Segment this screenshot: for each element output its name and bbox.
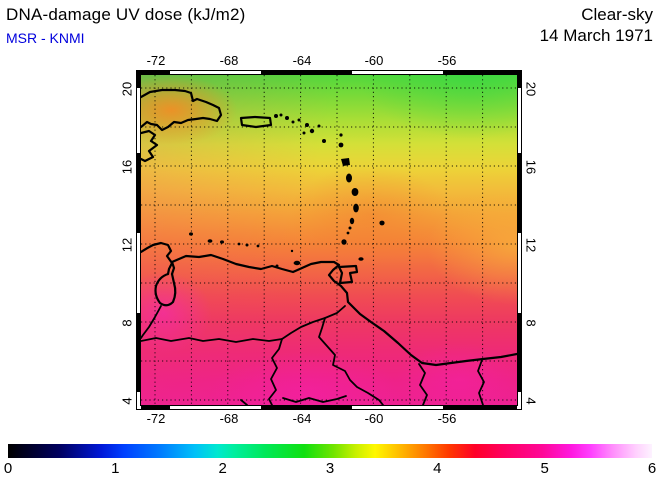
lat-label-left: 12	[119, 237, 135, 253]
colorbar: 0 1 2 3 4 5 6	[4, 444, 656, 477]
colorbar-tick-label: 1	[111, 460, 120, 477]
colorbar-tick-label: 6	[647, 460, 657, 477]
lake-maracaibo	[154, 272, 177, 307]
lon-label-top: -68	[219, 53, 239, 68]
lat-label-left: 8	[119, 319, 135, 327]
frame-bar-left	[137, 71, 141, 409]
lon-label-bottom: -72	[146, 411, 166, 426]
trinidad-coast	[337, 264, 359, 285]
orinoco-river	[281, 305, 346, 340]
haiti-edge-coast	[141, 129, 159, 163]
lat-label-left: 16	[119, 159, 135, 175]
lat-label-right: 8	[523, 319, 539, 327]
colorbar-tick-label: 4	[433, 460, 442, 477]
colorbar-tick-label: 3	[325, 460, 335, 477]
page-title: DNA-damage UV dose (kJ/m2)	[6, 5, 246, 24]
coastline-and-grid-layer	[141, 75, 517, 405]
guyana-suriname-border	[418, 363, 428, 405]
guyana-border	[318, 317, 384, 405]
lon-label-top: -56	[437, 53, 457, 68]
borders-rivers	[141, 305, 485, 405]
uv-dose-field	[140, 74, 518, 406]
colorbar-tick-label: 2	[218, 460, 227, 477]
date-label: 14 March 1971	[539, 26, 653, 45]
small-islands	[189, 113, 385, 268]
venezuela-south-border	[268, 338, 283, 405]
map-frame: -72 -72 -68 -68 -64 -64 -60 -60 -56 -56 20 20 16 16 12…	[120, 53, 539, 426]
colorbar-tick-label: 0	[3, 460, 13, 477]
lat-label-right: 4	[523, 397, 539, 405]
lon-label-top: -72	[146, 53, 166, 68]
lon-label-bottom: -68	[219, 411, 239, 426]
colorbar-tick-label: 5	[540, 460, 549, 477]
lat-label-left: 20	[119, 81, 135, 97]
lat-label-left: 4	[119, 397, 135, 405]
lon-label-bottom: -60	[364, 411, 384, 426]
rio-negro	[282, 395, 347, 403]
arauca-river	[141, 337, 283, 343]
south-america-coast	[141, 241, 517, 367]
lon-label-top: -64	[292, 53, 312, 68]
lat-label-right: 16	[523, 159, 539, 175]
small-river	[240, 399, 248, 405]
hispaniola-coast	[141, 88, 223, 132]
colombia-border	[141, 305, 162, 339]
frame-bar-right	[517, 71, 521, 409]
frame-bar-bottom	[137, 405, 521, 409]
lon-label-bottom: -64	[292, 411, 312, 426]
coastlines	[141, 88, 517, 367]
lat-label-right: 12	[523, 237, 539, 253]
suriname-frguiana-border	[477, 359, 485, 405]
lon-label-top: -60	[364, 53, 384, 68]
puerto-rico-coast	[239, 115, 273, 129]
lon-label-bottom: -56	[437, 411, 457, 426]
graticule	[141, 75, 517, 405]
data-source-label: MSR - KNMI	[6, 30, 85, 46]
sky-condition-label: Clear-sky	[581, 5, 653, 24]
frame-bar-top	[137, 71, 521, 75]
lat-label-right: 20	[523, 81, 539, 97]
